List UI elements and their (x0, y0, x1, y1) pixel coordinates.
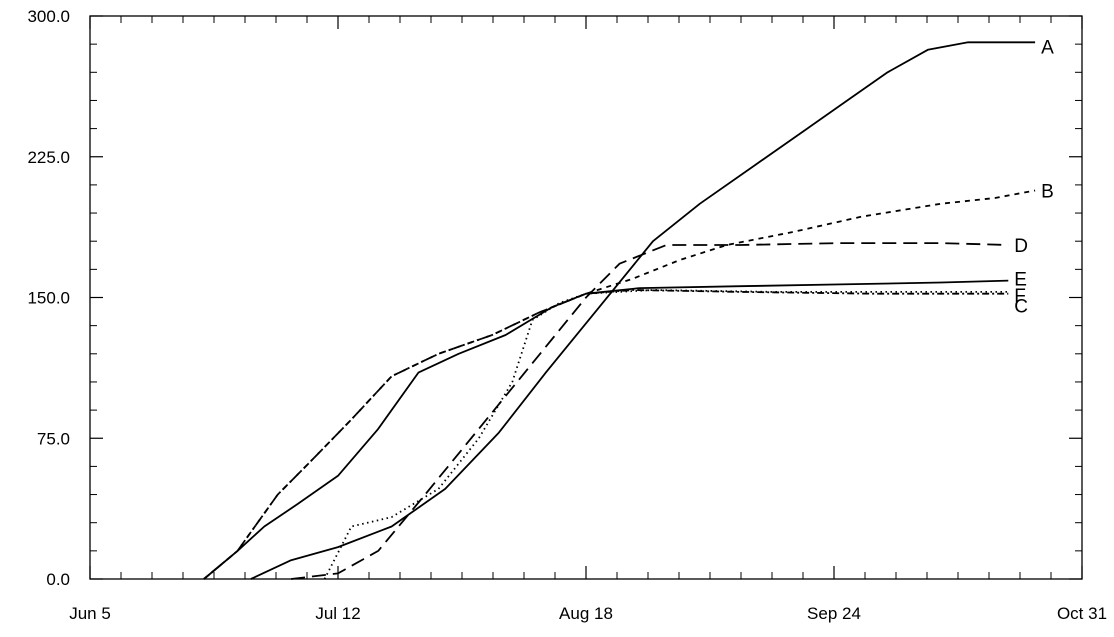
series-line-C (203, 289, 1009, 580)
y-tick-label: 300.0 (27, 7, 70, 26)
series-label-F: F (1014, 286, 1026, 307)
y-tick-label: 225.0 (27, 148, 70, 167)
series-lines (203, 41, 1036, 580)
series-end-labels: A B C DEF (1014, 37, 1054, 317)
x-tick-label: Jul 12 (315, 604, 360, 623)
series-label-C: C (1014, 297, 1028, 318)
y-tick-label: 150.0 (27, 289, 70, 308)
x-tick-label: Jun 5 (69, 604, 111, 623)
series-label-A: A (1041, 37, 1054, 58)
axis-ticks (89, 15, 1083, 580)
y-axis-tick-labels: 0.0 75.0 150.0 225.0 300.0 (27, 7, 70, 589)
x-tick-label: Sep 24 (807, 604, 861, 623)
series-line-E (203, 279, 1009, 580)
x-axis-tick-labels: Jun 5 Jul 12 Aug 18 Sep 24 Oct 31 (69, 604, 1107, 623)
series-line-A (250, 41, 1036, 580)
series-label-E: E (1014, 270, 1027, 291)
series-line-D (290, 242, 1009, 580)
y-tick-label: 75.0 (37, 429, 70, 448)
series-label-D: D (1014, 236, 1028, 257)
series-label-B: B (1041, 182, 1054, 203)
series-line-B (203, 189, 1036, 580)
x-tick-label: Aug 18 (559, 604, 613, 623)
x-tick-label: Oct 31 (1057, 604, 1107, 623)
y-tick-label: 0.0 (46, 570, 70, 589)
series-line-F (323, 289, 1009, 580)
